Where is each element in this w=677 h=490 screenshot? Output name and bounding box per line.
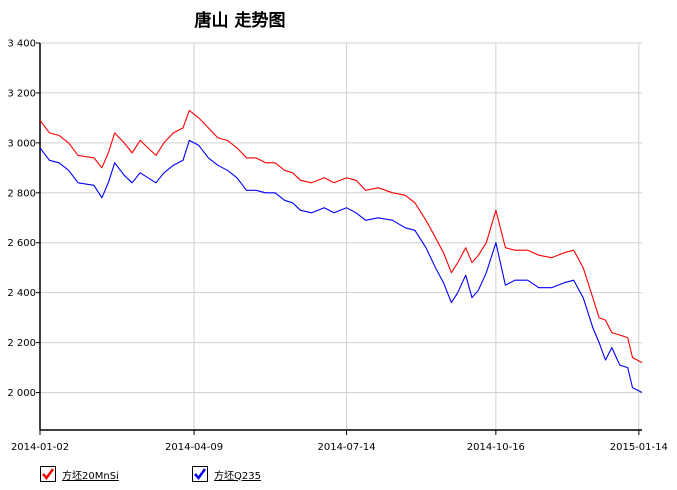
legend-label: 方坯20MnSi	[62, 470, 119, 482]
x-tick-label: 2014-04-09	[165, 442, 223, 453]
x-tick-label: 2014-10-16	[467, 442, 525, 453]
x-axis-ticks: 2014-01-02 2014-04-09 2014-07-14 2014-10-16…	[11, 430, 668, 453]
y-tick-label: 2 200	[7, 338, 36, 349]
x-tick-label: 2014-01-02	[11, 442, 69, 453]
legend-item-20mnsi[interactable]: 方坯20MnSi	[40, 466, 119, 482]
y-tick-label: 3 200	[7, 88, 36, 99]
series-lines	[39, 109, 643, 393]
legend-label: 方坯Q235	[214, 470, 261, 482]
chart-title: 唐山 走势图	[194, 11, 286, 31]
series-line-2	[39, 139, 643, 393]
legend: 方坯20MnSi 方坯Q235	[40, 466, 440, 486]
y-tick-label: 2 000	[7, 388, 36, 399]
y-axis-ticks: 2 000 2 200 2 400 2 600 2 800 3 000 3 200 3 400	[7, 39, 40, 399]
x-tick-label: 2015-01-14	[610, 442, 668, 453]
y-tick-label: 3 000	[7, 138, 36, 149]
y-tick-label: 2 400	[7, 288, 36, 299]
y-tick-label: 2 600	[7, 238, 36, 249]
y-tick-label: 2 800	[7, 188, 36, 199]
checkbox-icon[interactable]	[192, 466, 208, 482]
x-tick-label: 2014-07-14	[317, 442, 375, 453]
series-line-1	[39, 109, 643, 364]
axes	[39, 43, 642, 431]
y-tick-label: 3 400	[7, 39, 36, 50]
legend-item-q235[interactable]: 方坯Q235	[192, 466, 261, 482]
line-chart: 2 000 2 200 2 400 2 600 2 800 3 000 3 200 3 400…	[7, 39, 668, 454]
grid-lines	[39, 42, 642, 430]
checkbox-icon[interactable]	[40, 466, 56, 482]
